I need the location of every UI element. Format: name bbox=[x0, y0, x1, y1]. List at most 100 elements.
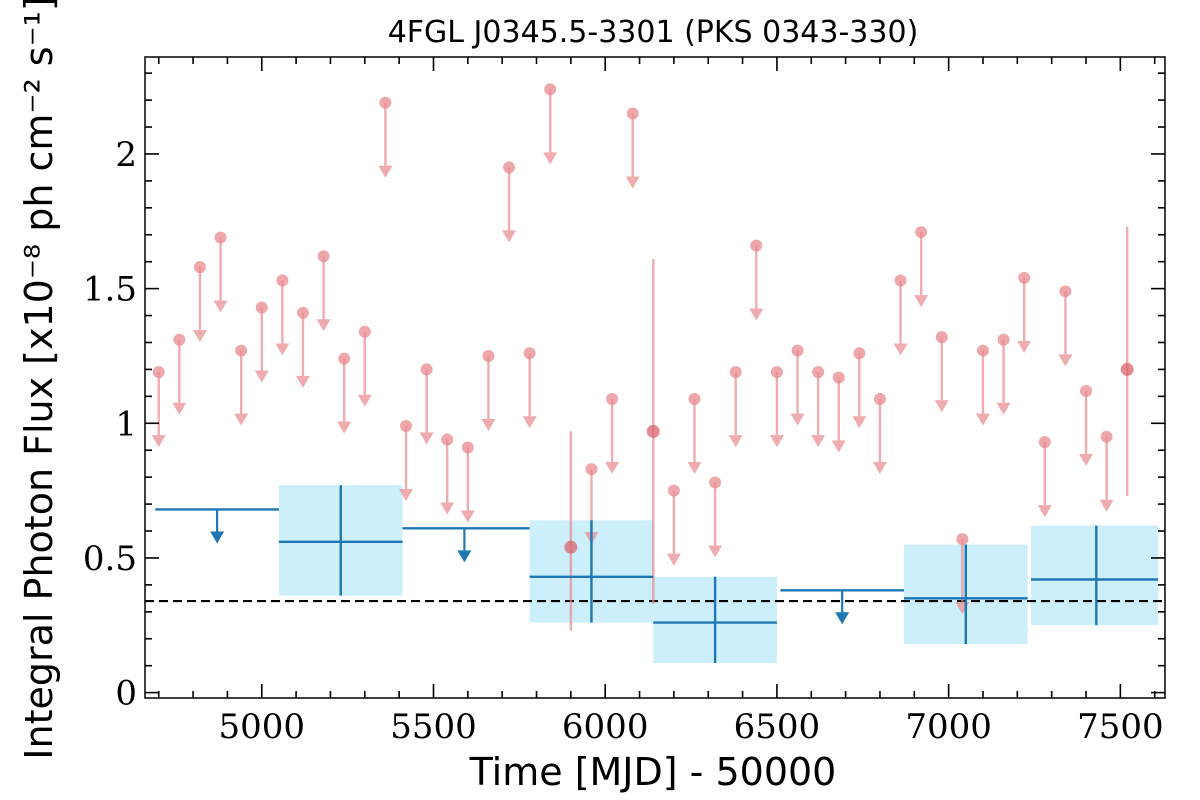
short-ul-point-18 bbox=[503, 161, 516, 174]
short-ul-arrow-36 bbox=[914, 295, 929, 308]
short-ul-point-23 bbox=[626, 107, 639, 120]
short-ul-point-28 bbox=[750, 239, 763, 252]
short-ul-point-14 bbox=[420, 363, 433, 376]
short-ul-arrow-11 bbox=[357, 394, 372, 407]
plot-frame bbox=[144, 56, 1166, 699]
short-ul-point-42 bbox=[1038, 436, 1051, 449]
short-ul-arrow-44 bbox=[1079, 453, 1094, 466]
short-ul-point-2 bbox=[173, 333, 186, 346]
short-ul-arrow-9 bbox=[316, 319, 331, 332]
short-ul-point-12 bbox=[379, 96, 392, 109]
y-tick-label: 1 bbox=[115, 404, 137, 444]
short-ul-arrow-13 bbox=[399, 488, 414, 501]
short-ul-point-19 bbox=[523, 347, 536, 360]
short-det-point-3 bbox=[1120, 362, 1134, 376]
short-ul-point-31 bbox=[812, 366, 825, 379]
short-ul-arrow-18 bbox=[502, 230, 517, 243]
x-tick-label: 5500 bbox=[390, 707, 477, 747]
short-ul-point-45 bbox=[1100, 430, 1113, 443]
short-ul-arrow-3 bbox=[192, 330, 207, 343]
short-ul-point-22 bbox=[606, 393, 619, 406]
short-ul-point-6 bbox=[255, 301, 268, 314]
short-ul-point-33 bbox=[853, 347, 866, 360]
short-ul-arrow-8 bbox=[295, 375, 310, 388]
short-det-point-2 bbox=[646, 424, 660, 438]
chart-title: 4FGL J0345.5-3301 (PKS 0343-330) bbox=[388, 15, 919, 50]
y-tick-label: 2 bbox=[115, 135, 137, 175]
short-ul-arrow-10 bbox=[337, 421, 352, 434]
short-det-point-1 bbox=[564, 540, 578, 554]
short-ul-point-35 bbox=[894, 274, 907, 287]
short-ul-point-15 bbox=[441, 433, 454, 446]
short-ul-point-16 bbox=[461, 441, 474, 454]
short-ul-arrow-27 bbox=[728, 435, 743, 448]
x-tick-label: 6500 bbox=[734, 707, 821, 747]
short-ul-arrow-43 bbox=[1058, 354, 1073, 367]
short-ul-point-8 bbox=[296, 306, 309, 319]
short-ul-point-30 bbox=[791, 344, 804, 357]
short-ul-point-20 bbox=[544, 83, 557, 96]
short-ul-point-3 bbox=[193, 261, 206, 274]
short-ul-point-38 bbox=[956, 533, 969, 546]
short-ul-arrow-29 bbox=[769, 435, 784, 448]
long-bin-band-5 bbox=[1031, 525, 1159, 626]
short-ul-arrow-45 bbox=[1099, 499, 1114, 512]
short-ul-point-11 bbox=[358, 325, 371, 338]
short-ul-arrow-30 bbox=[790, 413, 805, 426]
plot-area bbox=[145, 83, 1165, 663]
x-tick-label: 7000 bbox=[905, 707, 992, 747]
short-ul-arrow-34 bbox=[872, 462, 887, 475]
short-ul-arrow-32 bbox=[831, 440, 846, 453]
short-ul-arrow-16 bbox=[460, 510, 475, 523]
short-ul-point-36 bbox=[915, 226, 928, 239]
short-ul-point-9 bbox=[317, 250, 330, 263]
short-ul-arrow-6 bbox=[254, 370, 269, 383]
short-ul-arrow-17 bbox=[481, 418, 496, 431]
y-tick-label: 1.5 bbox=[83, 270, 137, 310]
short-ul-point-40 bbox=[997, 333, 1010, 346]
short-ul-arrow-14 bbox=[419, 432, 434, 445]
short-ul-point-43 bbox=[1059, 285, 1072, 298]
short-ul-point-39 bbox=[976, 344, 989, 357]
short-ul-point-29 bbox=[770, 366, 783, 379]
short-ul-point-44 bbox=[1080, 384, 1093, 397]
short-ul-arrow-28 bbox=[749, 308, 764, 321]
short-ul-point-34 bbox=[873, 393, 886, 406]
short-ul-arrow-39 bbox=[975, 413, 990, 426]
short-ul-arrow-20 bbox=[543, 152, 558, 165]
short-ul-point-10 bbox=[338, 352, 351, 365]
y-tick-label: 0.5 bbox=[83, 539, 137, 579]
short-ul-arrow-22 bbox=[605, 462, 620, 475]
short-ul-point-26 bbox=[709, 476, 722, 489]
short-ul-arrow-5 bbox=[234, 413, 249, 426]
short-ul-point-17 bbox=[482, 349, 495, 362]
short-ul-point-13 bbox=[400, 419, 413, 432]
short-ul-point-25 bbox=[688, 393, 701, 406]
short-ul-point-32 bbox=[832, 371, 845, 384]
short-ul-point-5 bbox=[235, 344, 248, 357]
short-ul-arrow-40 bbox=[996, 402, 1011, 415]
short-ul-point-41 bbox=[1018, 271, 1031, 284]
short-ul-arrow-26 bbox=[708, 545, 723, 558]
short-ul-arrow-31 bbox=[811, 435, 826, 448]
short-ul-arrow-42 bbox=[1037, 505, 1052, 518]
short-ul-arrow-37 bbox=[934, 400, 949, 413]
short-ul-arrow-19 bbox=[522, 416, 537, 429]
short-ul-point-1 bbox=[152, 366, 165, 379]
short-ul-arrow-15 bbox=[440, 502, 455, 515]
short-ul-point-37 bbox=[935, 331, 948, 344]
short-ul-arrow-24 bbox=[666, 553, 681, 566]
y-tick-label: 0 bbox=[115, 674, 137, 714]
x-tick-label: 5000 bbox=[219, 707, 306, 747]
short-ul-arrow-4 bbox=[213, 300, 228, 313]
short-ul-arrow-12 bbox=[378, 165, 393, 178]
short-ul-arrow-41 bbox=[1017, 340, 1032, 353]
short-ul-point-7 bbox=[276, 274, 289, 287]
long-ul-arrow-2 bbox=[457, 550, 472, 563]
short-ul-arrow-7 bbox=[275, 343, 290, 356]
x-tick-label: 7500 bbox=[1077, 707, 1164, 747]
long-ul-arrow-3 bbox=[835, 612, 850, 625]
y-axis-label: Integral Photon Flux [x10⁻⁸ ph cm⁻² s⁻¹] bbox=[17, 0, 61, 760]
short-ul-point-21 bbox=[585, 463, 598, 476]
